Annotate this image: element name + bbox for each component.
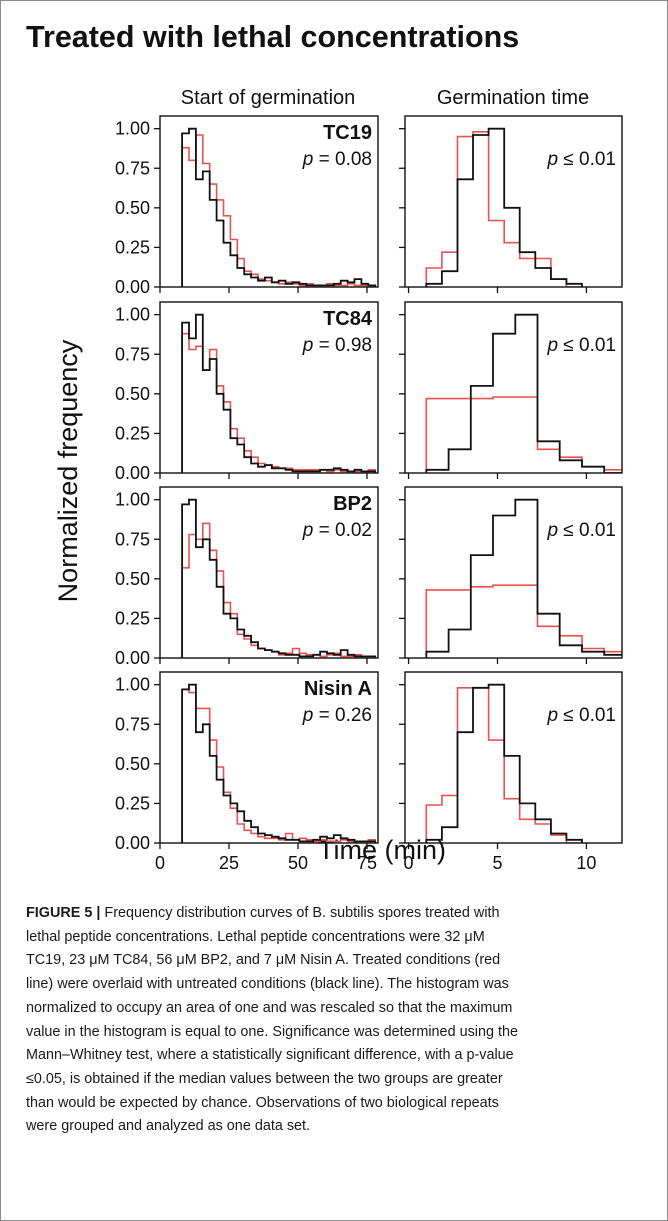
caption-line-6: value in the histogram is equal to one. …	[26, 1023, 518, 1040]
panel-time-2: p ≤ 0.01	[399, 301, 623, 479]
y-tick-label: 0.50	[115, 754, 150, 774]
panel-time-1: p ≤ 0.01	[399, 115, 623, 293]
untreated-series-line	[425, 498, 622, 658]
histogram-chart: Start of germination Germination time No…	[53, 87, 623, 873]
panel-border	[404, 115, 623, 288]
panel-time-3: p ≤ 0.01	[399, 486, 623, 664]
y-tick-label: 1.00	[115, 675, 150, 695]
caption-line-4: line) were overlaid with untreated condi…	[26, 976, 509, 993]
y-tick-label: 0.00	[115, 463, 150, 483]
untreated-series-line	[181, 127, 377, 287]
y-tick-label: 0.50	[115, 198, 150, 218]
panel-border	[404, 301, 623, 474]
x-tick-label: 5	[492, 853, 502, 873]
y-tick-label: 0.25	[115, 237, 150, 257]
untreated-series-line	[425, 127, 583, 287]
x-tick-label: 0	[404, 853, 414, 873]
treated-series-line	[425, 584, 622, 658]
p-value-start: p = 0.02	[302, 520, 372, 541]
y-tick-label: 0.00	[115, 833, 150, 853]
panel-border	[404, 486, 623, 659]
untreated-series-line	[425, 313, 622, 473]
figure-caption: FIGURE 5 | Frequency distribution curves…	[26, 902, 646, 1139]
p-value-time: p ≤ 0.01	[546, 705, 616, 726]
y-tick-label: 0.00	[115, 648, 150, 668]
caption-line-10: were grouped and analyzed as one data se…	[26, 1118, 311, 1135]
y-tick-label: 1.00	[115, 305, 150, 325]
y-tick-label: 1.00	[115, 119, 150, 139]
p-value-start: p = 0.26	[302, 705, 372, 726]
peptide-label: BP2	[333, 493, 372, 515]
peptide-label: TC19	[323, 122, 372, 144]
x-tick-label: 75	[357, 853, 377, 873]
panel-border	[159, 301, 379, 474]
panel-border	[404, 671, 623, 844]
peptide-label: Nisin A	[304, 678, 372, 700]
p-value-time: p ≤ 0.01	[546, 520, 616, 541]
peptide-label: TC84	[323, 308, 373, 330]
panel-time-4: 0 5 10 p ≤ 0.01	[399, 671, 623, 873]
untreated-series-line	[181, 498, 377, 658]
y-tick-label: 0.75	[115, 158, 150, 178]
y-tick-label: 0.50	[115, 384, 150, 404]
panel-start-2: p = 0.98	[154, 301, 379, 479]
column-title-start: Start of germination	[181, 87, 356, 109]
p-value-start: p = 0.98	[302, 335, 372, 356]
column-title-time: Germination time	[437, 87, 589, 109]
caption-line-8: ≤0.05, is obtained if the median values …	[26, 1070, 503, 1087]
untreated-series-line	[181, 683, 377, 843]
y-tick-label: 0.75	[115, 344, 150, 364]
p-value-time: p ≤ 0.01	[546, 149, 616, 170]
caption-line-1: FIGURE 5 | Frequency distribution curves…	[26, 902, 646, 926]
y-tick-label: 0.00	[115, 277, 150, 297]
caption-line-7: Mann–Whitney test, where a statistically…	[26, 1047, 514, 1064]
caption-line-9: than would be expected by chance. Observ…	[26, 1094, 499, 1111]
y-tick-label: 0.50	[115, 569, 150, 589]
panel-border	[159, 671, 379, 844]
panel-border	[159, 486, 379, 659]
x-tick-label: 10	[576, 853, 596, 873]
x-axis-label: Time (min)	[318, 835, 446, 865]
treated-series-line	[181, 522, 376, 658]
p-value-start: p = 0.08	[302, 149, 372, 170]
panel-start-3: p = 0.02	[154, 486, 379, 664]
panel-grid: p = 0.08 p ≤ 0.01 1.00 0.75 0.50 0.25 0.00 TC19…	[115, 115, 623, 873]
panel-start-4: 0 25 50 75 p = 0.26	[154, 671, 379, 873]
untreated-series-line	[181, 313, 377, 473]
caption-line-3: TC19, 23 μM TC84, 56 μM BP2, and 7 μM Ni…	[26, 952, 501, 969]
x-tick-label: 0	[155, 853, 165, 873]
treated-series-line	[425, 396, 622, 473]
y-tick-label: 0.25	[115, 423, 150, 443]
y-tick-label: 1.00	[115, 490, 150, 510]
panel-start-1: p = 0.08	[154, 115, 379, 293]
x-tick-label: 50	[288, 853, 308, 873]
x-tick-label: 25	[219, 853, 239, 873]
caption-line-2: lethal peptide concentrations. Lethal pe…	[26, 928, 485, 945]
y-tick-label: 0.25	[115, 793, 150, 813]
figure-title: Treated with lethal concentrations	[26, 20, 520, 54]
y-tick-label: 0.75	[115, 714, 150, 734]
y-axis-label: Normalized frequency	[53, 339, 83, 602]
untreated-series-line	[425, 683, 583, 843]
panel-border	[159, 115, 379, 288]
y-tick-label: 0.25	[115, 608, 150, 628]
p-value-time: p ≤ 0.01	[546, 335, 616, 356]
y-tick-label: 0.75	[115, 529, 150, 549]
caption-line-1-text: Frequency distribution curves of B. subt…	[100, 905, 500, 921]
caption-label: FIGURE 5 |	[26, 905, 101, 921]
caption-line-5: normalized to occupy an area of one and …	[26, 999, 513, 1016]
